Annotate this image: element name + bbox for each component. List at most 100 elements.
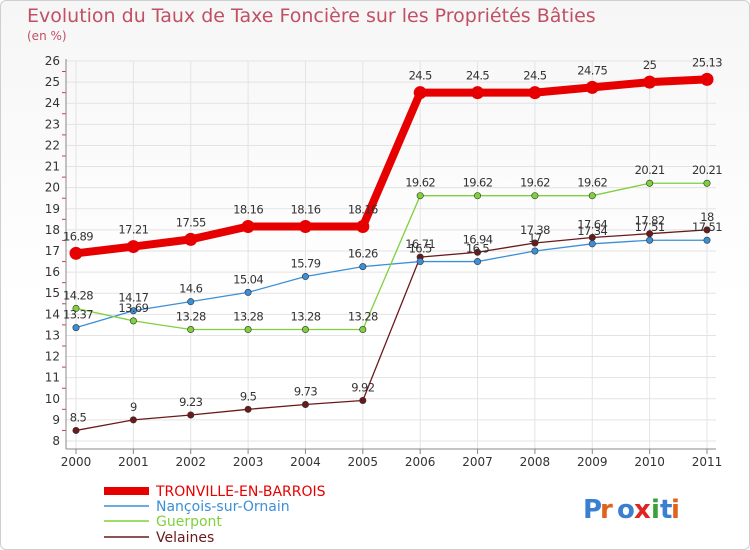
y-tick-label: 24 [45, 96, 60, 110]
data-point [298, 220, 312, 234]
data-point [129, 416, 137, 424]
data-label: 19.62 [577, 176, 607, 190]
y-tick-label: 9 [52, 413, 60, 427]
x-tick-label: 2002 [175, 455, 206, 469]
data-point [416, 258, 424, 266]
y-tick-label: 12 [45, 350, 60, 364]
data-label: 13.37 [63, 308, 93, 322]
series-line [75, 75, 708, 258]
data-label: 17.55 [176, 215, 206, 229]
y-tick-label: 21 [45, 160, 60, 174]
data-label: 17.34 [577, 224, 607, 238]
x-tick-label: 2008 [520, 455, 551, 469]
logo-letter: x [634, 495, 651, 525]
data-point [301, 326, 309, 334]
data-label: 9.92 [351, 380, 374, 394]
data-label: 9.73 [294, 384, 317, 398]
x-tick-label: 2005 [348, 455, 379, 469]
data-point [244, 288, 252, 296]
data-label: 16.71 [405, 237, 435, 251]
logo-letter: o [617, 495, 635, 525]
tick-labels: 8 9 10 11 12 13 14 15 16 17 18 19 20 21 22 23 24 25 26 2000… [45, 54, 723, 469]
y-tick-label: 20 [45, 181, 60, 195]
data-label: 9.23 [179, 395, 202, 409]
data-point [72, 426, 80, 434]
data-label: 13.28 [290, 310, 320, 324]
data-point [359, 326, 367, 334]
data-point [474, 192, 482, 200]
data-label: 25.13 [692, 55, 722, 69]
data-label: 24.75 [577, 63, 607, 77]
data-label: 17.82 [635, 214, 665, 228]
y-tick-label: 14 [45, 307, 60, 321]
legend-label: Velaines [156, 530, 214, 546]
data-point [703, 179, 711, 187]
series-group [69, 72, 714, 434]
data-label: 20.21 [692, 163, 722, 177]
y-tick-label: 23 [45, 117, 60, 131]
data-point [531, 239, 539, 247]
data-label: 13.69 [118, 301, 148, 315]
data-point [528, 86, 542, 100]
data-point [129, 307, 137, 315]
x-tick-label: 2003 [233, 455, 264, 469]
legend-label: Guerpont [156, 514, 222, 530]
y-tick-label: 17 [45, 244, 60, 258]
data-label: 15.79 [290, 257, 320, 271]
x-tick-label: 2010 [634, 455, 665, 469]
data-label: 17.51 [692, 220, 722, 234]
data-labels: 16.89 17.21 17.55 18.16 18.16 18.16 24.5 24.5 24… [63, 55, 723, 424]
data-point [474, 258, 482, 266]
chart-title: Evolution du Taux de Taxe Foncière sur l… [27, 5, 596, 27]
data-point [413, 86, 427, 100]
logo-letter: t [660, 495, 672, 525]
data-point [72, 324, 80, 332]
data-label: 16.5 [409, 242, 432, 256]
series-tronville-en-barrois [69, 72, 714, 260]
data-point [646, 179, 654, 187]
data-label: 16.94 [463, 232, 493, 246]
y-tick-label: 11 [45, 371, 60, 385]
logo-letter: r [600, 495, 613, 525]
data-point [301, 400, 309, 408]
data-label: 16.5 [466, 242, 489, 256]
data-point [643, 75, 657, 89]
data-label: 9 [130, 400, 137, 414]
data-label: 18 [700, 210, 714, 224]
data-label: 17.64 [577, 217, 607, 231]
x-tick-label: 2004 [290, 455, 321, 469]
data-point [588, 192, 596, 200]
y-tick-label: 22 [45, 138, 60, 152]
data-label: 25 [643, 58, 657, 72]
data-point [184, 232, 198, 246]
data-label: 16.89 [63, 229, 93, 243]
series-guerpont [72, 179, 711, 334]
data-label: 19.62 [463, 176, 493, 190]
data-point [126, 240, 140, 254]
y-tick-label: 8 [52, 434, 60, 448]
data-label: 18.16 [348, 203, 378, 217]
logo-letter: i [651, 495, 660, 525]
y-tick-label: 18 [45, 223, 60, 237]
axes [62, 59, 716, 454]
data-label: 19.62 [405, 176, 435, 190]
data-label: 18.16 [290, 203, 320, 217]
data-label: 17.21 [118, 223, 148, 237]
data-label: 17.51 [635, 220, 665, 234]
data-label: 18.16 [233, 203, 263, 217]
data-point [703, 236, 711, 244]
data-label: 24.5 [409, 69, 432, 83]
x-tick-label: 2011 [692, 455, 723, 469]
data-label: 16.26 [348, 247, 378, 261]
data-label: 17 [528, 231, 542, 245]
data-point [531, 192, 539, 200]
data-point [129, 317, 137, 325]
data-label: 13.28 [176, 310, 206, 324]
data-label: 13.28 [233, 310, 263, 324]
legend-label: Nançois-sur-Ornain [156, 499, 290, 515]
data-label: 9.5 [240, 389, 257, 403]
data-label: 24.5 [466, 69, 489, 83]
data-label: 24.5 [523, 69, 546, 83]
y-tick-label: 26 [45, 54, 60, 68]
